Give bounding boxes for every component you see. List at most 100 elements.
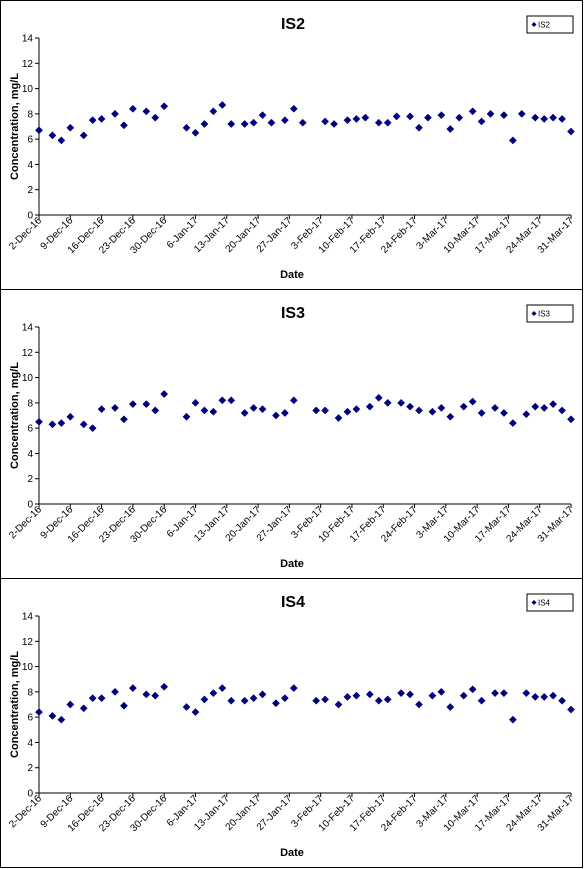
data-point [397, 398, 406, 407]
data-point [549, 400, 558, 409]
chart-svg-is3: IS3024681012142-Dec-169-Dec-1616-Dec-162… [7, 304, 576, 570]
data-point [415, 123, 423, 132]
x-tick-label: 2-Dec-16 [7, 215, 44, 252]
y-tick-label: 4 [27, 449, 33, 460]
data-point [280, 116, 289, 125]
data-point [35, 417, 43, 426]
data-point [477, 696, 486, 705]
data-point [240, 120, 249, 128]
data-point [289, 104, 298, 113]
data-point [549, 113, 558, 122]
legend-label: IS3 [538, 310, 551, 319]
data-point [428, 691, 437, 700]
data-point [151, 113, 160, 122]
data-point [540, 692, 549, 701]
data-point [312, 406, 321, 415]
data-point [142, 107, 151, 116]
data-point [558, 406, 567, 415]
y-axis-label: Concentration, mg/L [9, 651, 21, 758]
data-point [374, 118, 383, 127]
data-point [383, 695, 392, 704]
data-point [468, 685, 477, 694]
data-point [128, 400, 137, 409]
data-point [437, 111, 446, 120]
data-point [57, 715, 66, 724]
data-point [531, 113, 540, 122]
data-point [567, 705, 575, 714]
data-point [477, 409, 486, 417]
data-point [352, 114, 361, 123]
x-axis-label: Date [280, 558, 304, 570]
y-tick-label: 12 [22, 59, 34, 70]
chart-title: IS4 [281, 594, 305, 611]
data-point [191, 398, 200, 407]
data-point [209, 689, 218, 698]
data-point [540, 403, 549, 412]
data-point [209, 407, 218, 416]
data-point [289, 396, 298, 405]
data-point [227, 120, 236, 128]
data-point [383, 398, 392, 407]
y-tick-label: 6 [27, 424, 33, 435]
data-point [428, 407, 437, 416]
data-point [397, 689, 406, 698]
legend: IS3 [526, 304, 574, 323]
data-point [160, 102, 169, 111]
data-point [423, 113, 432, 122]
data-point [491, 403, 499, 412]
data-point [57, 136, 66, 145]
data-point [191, 128, 200, 137]
data-point [468, 107, 477, 116]
data-point [160, 682, 169, 691]
data-point [383, 118, 392, 127]
data-point [182, 703, 191, 711]
data-point [79, 420, 88, 429]
data-point [508, 419, 517, 428]
data-point [558, 696, 567, 705]
data-point [128, 104, 137, 113]
data-point [446, 412, 455, 421]
y-tick-label: 8 [27, 398, 33, 409]
data-point [128, 684, 137, 693]
y-tick-label: 2 [27, 474, 33, 485]
data-point [258, 690, 267, 699]
data-point [330, 120, 339, 128]
data-point [499, 111, 508, 120]
x-axis-label: Date [280, 847, 304, 859]
data-point [66, 123, 75, 132]
data-point [200, 695, 209, 704]
y-tick-label: 8 [27, 109, 33, 120]
data-point [200, 406, 209, 415]
data-point [343, 692, 352, 701]
y-axis-label: Concentration, mg/L [9, 362, 21, 469]
data-point [459, 402, 468, 411]
data-point [119, 121, 128, 130]
data-point [271, 699, 280, 708]
data-point [374, 696, 383, 705]
data-point [151, 691, 160, 700]
legend-box [526, 15, 574, 34]
data-point [343, 116, 352, 125]
data-point [142, 690, 151, 699]
data-point [455, 113, 464, 122]
x-tick-label: 2-Dec-16 [7, 793, 44, 830]
data-point [415, 406, 423, 415]
data-point [459, 691, 468, 700]
chart-title: IS2 [281, 16, 305, 33]
data-point [200, 120, 209, 128]
data-point [567, 415, 575, 424]
data-point [218, 684, 227, 693]
y-tick-label: 8 [27, 687, 33, 698]
data-point [517, 109, 526, 118]
data-point [499, 689, 508, 698]
y-tick-label: 10 [22, 373, 34, 384]
data-point [531, 692, 540, 701]
data-point [111, 687, 119, 696]
y-tick-label: 0 [27, 211, 33, 222]
data-point [468, 397, 477, 406]
data-point [79, 131, 88, 140]
chart-panel-is3: IS3 0 2 4 6 8 10 12 14 2-Dec-16 9-Dec-16 16-Dec-16 2… [0, 289, 583, 579]
legend-box [526, 304, 574, 323]
legend: IS2 [526, 15, 574, 34]
x-tick-label: 2-Dec-16 [7, 504, 44, 541]
